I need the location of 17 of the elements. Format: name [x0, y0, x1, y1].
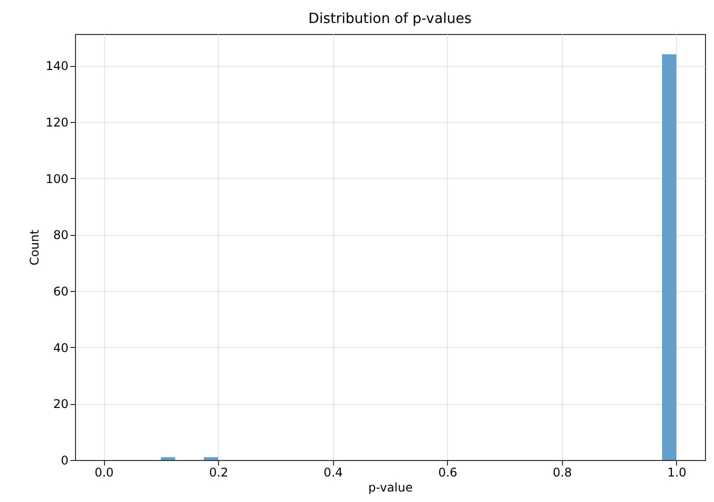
y-tick-label: 140 [46, 59, 68, 74]
y-tick-label: 100 [46, 172, 68, 186]
y-tick-label: 20 [53, 397, 68, 412]
x-tick-label: 1.0 [667, 466, 686, 480]
x-axis-title: p-value [368, 480, 413, 494]
y-tick-label: 40 [53, 340, 68, 355]
y-tick-label: 0 [60, 454, 68, 468]
x-tick-label: 0.6 [438, 466, 458, 480]
x-tick-label: 0.8 [552, 466, 572, 480]
y-tick-label: 120 [46, 115, 68, 130]
y-tick-label: 60 [53, 284, 68, 298]
x-tick-label: 0.0 [94, 466, 114, 480]
y-tick-label: 80 [53, 228, 68, 242]
x-tick-label: 0.2 [209, 466, 228, 480]
x-tick-label: 0.4 [324, 466, 343, 480]
y-axis-title: Count [28, 229, 42, 266]
chart-title: Distribution of p-values [308, 11, 472, 27]
